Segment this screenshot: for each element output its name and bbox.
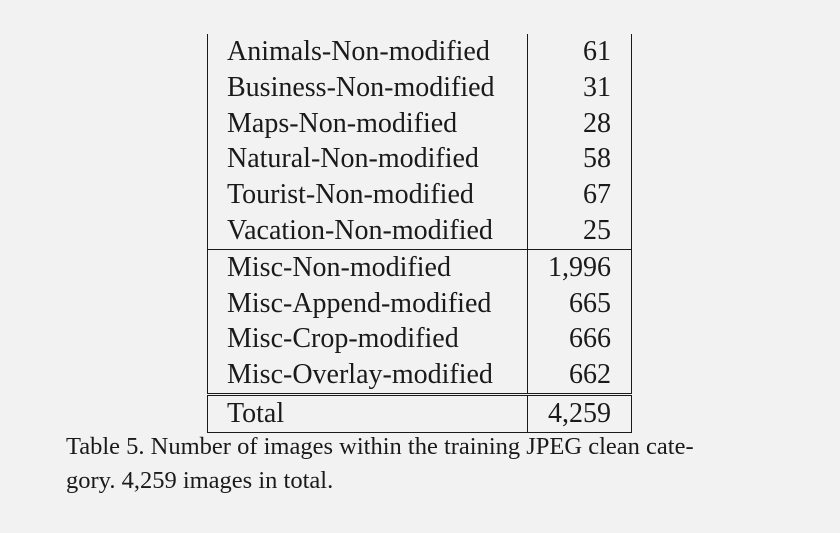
table-row: Natural-Non-modified 58 — [207, 141, 632, 178]
table-row: Maps-Non-modified 28 — [207, 105, 632, 142]
table-row: Vacation-Non-modified 25 — [207, 212, 632, 250]
total-label: Total — [207, 392, 528, 433]
row-value: 67 — [527, 177, 632, 213]
row-label: Misc-Non-modified — [207, 248, 528, 286]
table-row: Animals-Non-modified 61 — [207, 34, 632, 70]
row-label: Vacation-Non-modified — [207, 212, 528, 250]
row-value: 58 — [527, 141, 632, 178]
row-value: 28 — [527, 105, 632, 142]
caption-line-1: Table 5. Number of images within the tra… — [66, 433, 694, 460]
row-label: Misc-Overlay-modified — [207, 357, 528, 395]
table-row: Misc-Crop-modified 666 — [207, 321, 632, 358]
table-row: Misc-Append-modified 665 — [207, 285, 632, 322]
row-value: 61 — [527, 34, 632, 70]
row-value: 25 — [527, 212, 632, 250]
total-value: 4,259 — [527, 392, 632, 433]
table-row: Tourist-Non-modified 67 — [207, 177, 632, 213]
table-row: Misc-Non-modified 1,996 — [207, 248, 632, 286]
total-row: Total 4,259 — [207, 392, 632, 433]
row-label: Animals-Non-modified — [207, 34, 528, 70]
row-label: Misc-Append-modified — [207, 285, 528, 322]
caption-line-2: gory. 4,259 images in total. — [66, 467, 334, 494]
table-row: Business-Non-modified 31 — [207, 69, 632, 106]
row-label: Misc-Crop-modified — [207, 321, 528, 358]
row-label: Maps-Non-modified — [207, 105, 528, 142]
row-value: 1,996 — [527, 248, 632, 286]
row-value: 662 — [527, 357, 632, 395]
row-value: 665 — [527, 285, 632, 322]
image-count-table: Animals-Non-modified 61 Business-Non-mod… — [207, 34, 632, 433]
row-label: Business-Non-modified — [207, 69, 528, 106]
table-row: Misc-Overlay-modified 662 — [207, 357, 632, 395]
table-caption: Table 5. Number of images within the tra… — [66, 430, 786, 498]
row-label: Natural-Non-modified — [207, 141, 528, 178]
data-table-container: Animals-Non-modified 61 Business-Non-mod… — [207, 34, 632, 433]
row-label: Tourist-Non-modified — [207, 177, 528, 213]
row-value: 31 — [527, 69, 632, 106]
row-value: 666 — [527, 321, 632, 358]
